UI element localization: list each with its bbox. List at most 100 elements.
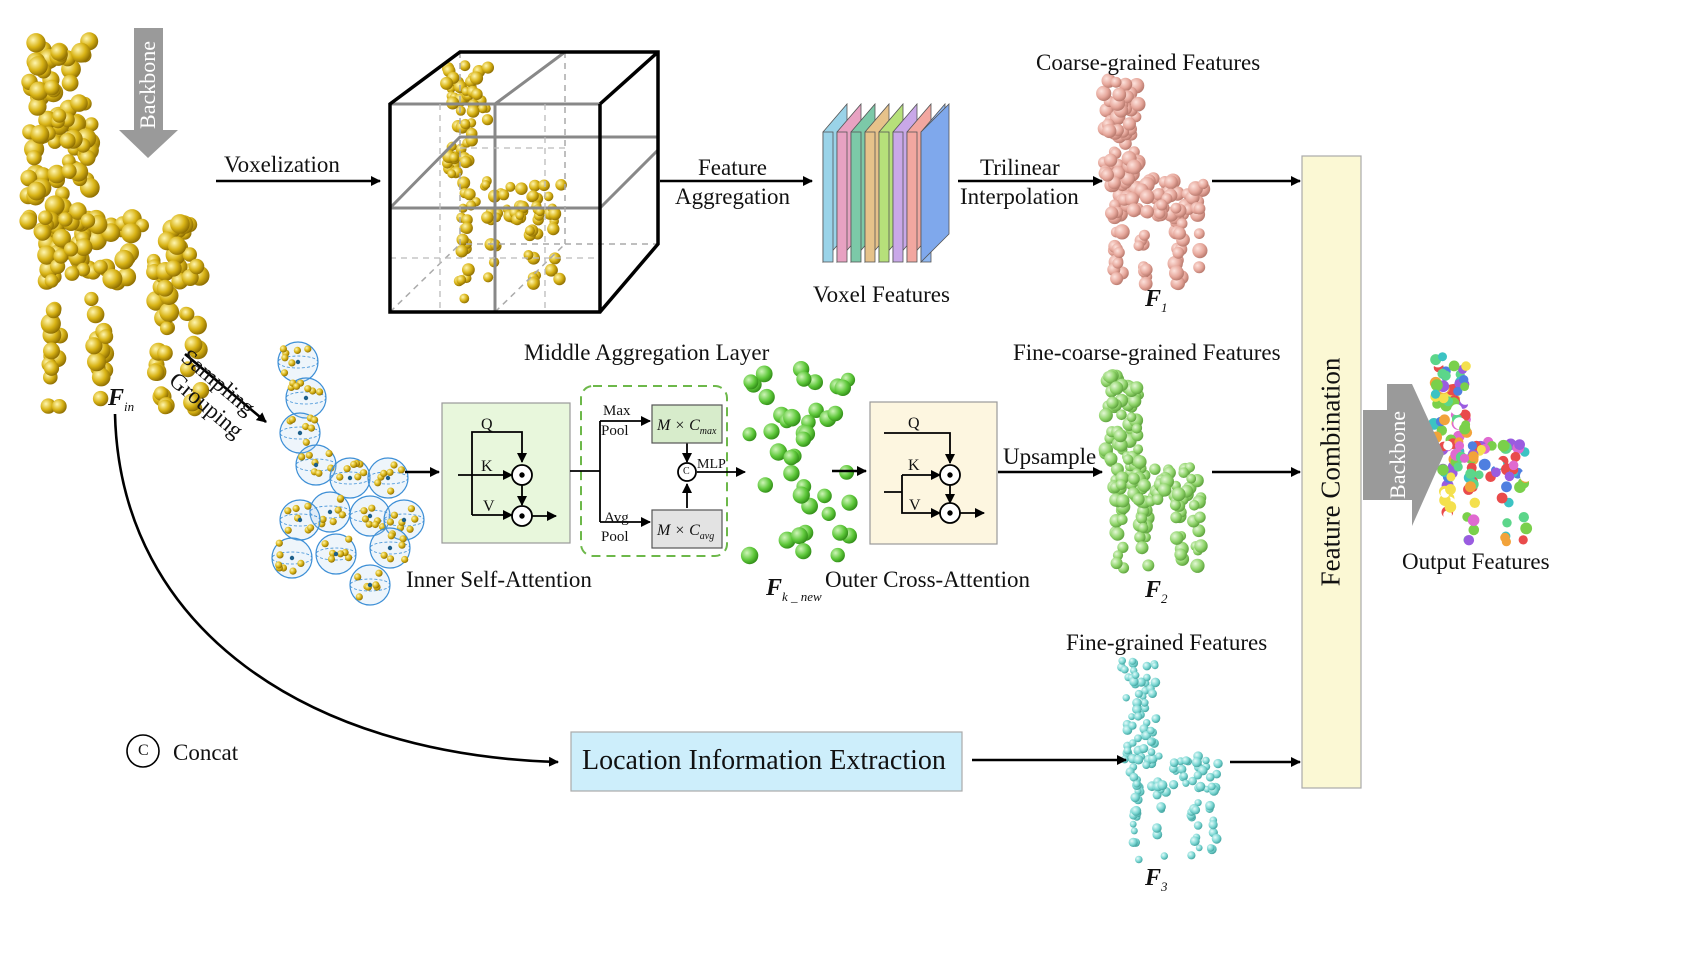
coarse-point (1133, 240, 1145, 252)
grouped-point (380, 551, 388, 559)
coarse-point (1114, 224, 1130, 240)
fk-new-feature-cloud (740, 361, 858, 565)
group-center-point (387, 545, 393, 551)
output-point (1510, 451, 1521, 462)
grouped-point (387, 532, 395, 540)
f1-letter: F (1145, 286, 1162, 312)
input-point (84, 291, 99, 307)
output-point (1491, 467, 1501, 478)
fk-new-point (783, 465, 800, 482)
voxel-point (529, 179, 541, 192)
grouped-point (398, 541, 406, 549)
f-in-sub: in (124, 398, 135, 414)
input-point (43, 342, 60, 360)
voxel-point (466, 105, 480, 118)
group-center-point (347, 475, 353, 481)
flow-arrows (113, 176, 1301, 767)
fine-point (1129, 739, 1137, 747)
input-point (192, 382, 210, 399)
voxel-point (456, 275, 467, 285)
input-point (45, 302, 62, 319)
grouped-point (305, 451, 313, 459)
coarse-point (1140, 263, 1153, 276)
fine-point (1132, 698, 1142, 708)
fine-coarse-point (1126, 412, 1137, 423)
output-point (1451, 404, 1463, 416)
fine-point (1189, 836, 1200, 846)
output-point (1444, 501, 1457, 513)
voxel-point (481, 114, 494, 126)
output-point (1493, 459, 1504, 470)
fine-point (1134, 689, 1143, 698)
grouped-point (284, 507, 292, 515)
grouped-point (354, 473, 362, 481)
input-point (159, 302, 180, 322)
grouped-point (304, 345, 312, 353)
fine-coarse-point (1134, 531, 1146, 543)
coarse-point (1126, 159, 1142, 175)
output-features-label: Output Features (1402, 549, 1550, 574)
inner-attention-label: Inner Self-Attention (406, 567, 592, 592)
group-center-point (327, 509, 333, 515)
fk-new-point (742, 427, 757, 442)
input-point (74, 238, 93, 256)
outer-k-label: K (908, 457, 920, 474)
coarse-feature-cloud (1096, 73, 1211, 291)
input-point (19, 212, 37, 230)
fine-point (1191, 805, 1201, 815)
f-in-symbol: Fin (108, 386, 134, 413)
voxel-point (469, 71, 484, 85)
output-point (1459, 375, 1469, 385)
grouped-point (329, 518, 337, 526)
inner-k-label: K (481, 458, 493, 475)
input-point (69, 202, 87, 220)
fine-point (1188, 776, 1197, 786)
middle-aggregation-diagram (570, 416, 746, 527)
fine-point (1135, 855, 1143, 864)
grouped-point (386, 518, 394, 526)
grouped-point (288, 359, 296, 367)
input-point (26, 33, 46, 53)
input-point (47, 164, 67, 184)
grouped-point (375, 569, 383, 577)
fine-coarse-point (1174, 548, 1187, 561)
group-sphere-equator (349, 578, 391, 592)
fine-point (1193, 771, 1203, 780)
legend-c-label: C (138, 742, 149, 759)
inner-q-label: Q (481, 416, 493, 433)
grouped-point (355, 593, 363, 601)
fine-point (1133, 754, 1144, 765)
fine-coarse-point (1117, 541, 1129, 554)
grouped-point (327, 555, 336, 563)
input-point (180, 307, 195, 321)
fine-point (1193, 821, 1203, 830)
fine-point (1180, 772, 1188, 780)
grouped-point (350, 460, 358, 468)
input-point (87, 352, 106, 372)
voxel-feature-slab-front (878, 131, 890, 263)
output-point (1443, 440, 1453, 451)
coarse-point (1138, 276, 1153, 291)
voxel-feature-slab-back (920, 103, 950, 263)
input-point (79, 149, 96, 166)
fk-new-point (839, 465, 854, 480)
coarse-point (1105, 206, 1119, 220)
grouped-point (298, 453, 306, 461)
fine-coarse-point (1122, 454, 1134, 465)
fine-point (1148, 754, 1158, 764)
fine-point (1151, 714, 1161, 723)
output-point (1478, 458, 1491, 471)
coarse-point (1193, 228, 1205, 240)
input-point (50, 43, 68, 61)
fine-point (1157, 780, 1168, 791)
outer-v-label: V (909, 497, 921, 514)
output-point (1508, 460, 1519, 471)
voxel-point (555, 179, 567, 191)
input-point (180, 361, 196, 378)
voxel-point (459, 155, 472, 169)
input-point (98, 329, 114, 344)
fine-coarse-point (1149, 463, 1161, 475)
fine-point (1131, 805, 1142, 816)
fine-coarse-point (1116, 409, 1127, 421)
coarse-point (1113, 246, 1125, 259)
